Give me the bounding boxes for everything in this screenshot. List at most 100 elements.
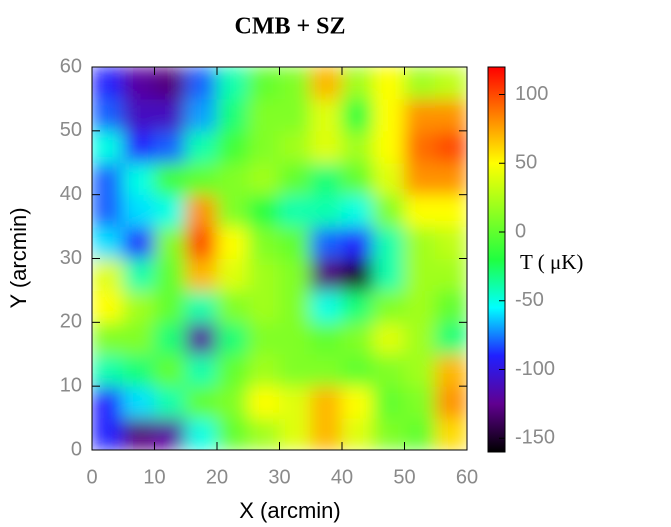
heatmap-cell — [435, 417, 467, 450]
heatmap-cell — [435, 194, 467, 228]
heatmap-cell — [279, 130, 312, 164]
heatmap-cell — [404, 258, 437, 291]
heatmap-cell — [310, 353, 343, 387]
heatmap-cell — [154, 258, 187, 291]
heatmap-cell — [92, 130, 124, 164]
y-tick-label: 10 — [60, 374, 82, 396]
heatmap-cell — [92, 289, 124, 323]
heatmap-cell — [372, 353, 405, 387]
heatmap-cell — [216, 353, 249, 387]
heatmap-cell — [372, 226, 405, 259]
heatmap-cell — [404, 353, 437, 387]
colorbar — [487, 66, 506, 453]
heatmap-cell — [92, 67, 124, 100]
heatmap-cell — [435, 385, 467, 419]
x-axis-label: X (arcmin) — [239, 498, 340, 523]
heatmap-cell — [372, 162, 405, 196]
heatmap-cell — [122, 385, 155, 419]
heatmap-cell — [92, 417, 124, 450]
heatmap-cell — [185, 194, 218, 228]
heatmap-cell — [247, 130, 280, 164]
heatmap-cell — [247, 226, 280, 259]
heatmap-cell — [185, 130, 218, 164]
heatmap-cell — [92, 194, 124, 228]
heatmap-cell — [216, 194, 249, 228]
heatmap-cell — [341, 385, 374, 419]
heatmap-cell — [279, 353, 312, 387]
heatmap-cell — [310, 258, 343, 291]
heatmap — [92, 67, 467, 450]
y-tick-label: 20 — [60, 311, 82, 333]
heatmap-cell — [92, 258, 124, 291]
heatmap-cell — [435, 130, 467, 164]
heatmap-cell — [154, 321, 187, 355]
heatmap-cell — [122, 226, 155, 259]
heatmap-cell — [435, 289, 467, 323]
heatmap-cell — [310, 417, 343, 450]
x-tick-label: 20 — [206, 466, 228, 488]
heatmap-cell — [279, 67, 312, 100]
colorbar-tick-label: -100 — [515, 358, 555, 380]
heatmap-cell — [310, 321, 343, 355]
heatmap-cell — [279, 162, 312, 196]
colorbar-tick-label: -50 — [515, 289, 544, 311]
heatmap-cell — [341, 321, 374, 355]
heatmap-cell — [372, 98, 405, 132]
heatmap-cell — [122, 194, 155, 228]
heatmap-cell — [247, 321, 280, 355]
heatmap-cell — [310, 385, 343, 419]
heatmap-cell — [185, 98, 218, 132]
heatmap-cell — [404, 289, 437, 323]
heatmap-cell — [185, 321, 218, 355]
heatmap-cell — [92, 98, 124, 132]
heatmap-cell — [279, 98, 312, 132]
heatmap-cell — [310, 162, 343, 196]
heatmap-cell — [216, 98, 249, 132]
heatmap-cell — [122, 162, 155, 196]
heatmap-cell — [247, 289, 280, 323]
heatmap-cell — [310, 289, 343, 323]
heatmap-cell — [185, 162, 218, 196]
heatmap-cell — [404, 162, 437, 196]
heatmap-cell — [435, 67, 467, 100]
x-tick-label: 50 — [393, 466, 415, 488]
heatmap-cell — [404, 130, 437, 164]
heatmap-cell — [216, 417, 249, 450]
heatmap-cell — [154, 194, 187, 228]
heatmap-cell — [404, 321, 437, 355]
heatmap-cell — [185, 353, 218, 387]
y-tick-label: 40 — [60, 183, 82, 205]
heatmap-cell — [341, 417, 374, 450]
heatmap-cell — [404, 98, 437, 132]
x-tick-label: 10 — [143, 466, 165, 488]
heatmap-cell — [341, 226, 374, 259]
heatmap-cell — [372, 67, 405, 100]
heatmap-cell — [372, 194, 405, 228]
heatmap-cell — [247, 385, 280, 419]
heatmap-cell — [216, 162, 249, 196]
heatmap-cell — [185, 417, 218, 450]
heatmap-cell — [185, 258, 218, 291]
heatmap-cell — [435, 98, 467, 132]
heatmap-cell — [92, 353, 124, 387]
heatmap-cell — [122, 353, 155, 387]
heatmap-cell — [310, 226, 343, 259]
heatmap-cell — [92, 226, 124, 259]
heatmap-cell — [279, 258, 312, 291]
heatmap-cell — [279, 194, 312, 228]
heatmap-cell — [154, 226, 187, 259]
x-tick-label: 30 — [268, 466, 290, 488]
heatmap-cell — [404, 417, 437, 450]
colorbar-tick-label: -150 — [515, 427, 555, 449]
heatmap-cell — [279, 289, 312, 323]
heatmap-cell — [92, 385, 124, 419]
heatmap-cell — [92, 162, 124, 196]
heatmap-cell — [216, 289, 249, 323]
heatmap-cell — [154, 67, 187, 100]
heatmap-cell — [216, 258, 249, 291]
heatmap-cell — [92, 321, 124, 355]
heatmap-cell — [247, 417, 280, 450]
heatmap-cell — [372, 258, 405, 291]
